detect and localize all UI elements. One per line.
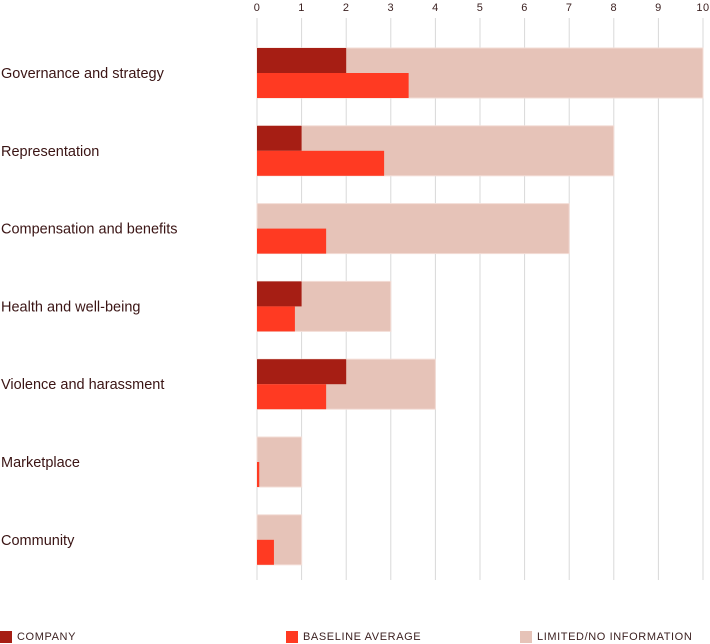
category-label: Community: [1, 533, 75, 549]
legend-label-company: COMPANY: [17, 631, 77, 643]
bar-chart: 0 1 2 3 4 5 6 7 8 9 10 Governance and strategy Repr…: [1, 2, 709, 580]
bar-baseline-average: [257, 150, 385, 176]
category-label: Violence and harassment: [1, 377, 164, 393]
legend-label-limited: LIMITED/NO INFORMATION: [537, 631, 693, 643]
x-tick-label: 9: [655, 2, 662, 14]
gridlines: [256, 18, 704, 580]
legend-item-company: COMPANY: [0, 630, 76, 644]
category-label: Representation: [1, 144, 99, 160]
bar-baseline-average: [257, 306, 295, 332]
bar-company: [257, 48, 347, 73]
x-tick-label: 4: [432, 2, 439, 14]
bar-baseline-average: [257, 73, 409, 98]
company-swatch: [0, 631, 12, 643]
x-tick-label: 7: [566, 2, 573, 14]
x-tick-label: 1: [298, 2, 305, 14]
bar-baseline-average: [257, 539, 274, 565]
category-label: Governance and strategy: [1, 66, 165, 82]
category-label: Health and well-being: [1, 299, 140, 315]
x-tick-label: 2: [343, 2, 350, 14]
bar-company: [257, 281, 302, 307]
x-tick-label: 3: [387, 2, 394, 14]
legend-item-limited: LIMITED/NO INFORMATION: [520, 630, 692, 644]
bar-company: [257, 125, 302, 151]
x-tick-label: 6: [521, 2, 528, 14]
legend-item-baseline: BASELINE AVERAGE: [286, 630, 421, 644]
bar-baseline-average: [257, 384, 327, 410]
x-tick-label: 8: [610, 2, 617, 14]
limited-swatch: [520, 631, 532, 643]
category-label: Compensation and benefits: [1, 222, 178, 238]
x-tick-label: 5: [477, 2, 484, 14]
category-labels: Governance and strategy Representation Com…: [1, 66, 178, 549]
bars: [256, 47, 704, 566]
x-axis-ticks: 0 1 2 3 4 5 6 7 8 9 10: [254, 2, 709, 14]
bar-baseline-average: [257, 462, 260, 487]
bar-company: [257, 359, 347, 385]
x-tick-label: 0: [254, 2, 261, 14]
bar-baseline-average: [257, 228, 327, 254]
category-label: Marketplace: [1, 455, 80, 471]
x-tick-label: 10: [696, 2, 709, 14]
baseline-swatch: [286, 631, 298, 643]
legend-label-baseline: BASELINE AVERAGE: [303, 631, 422, 643]
bar-limited-info: [256, 436, 303, 488]
